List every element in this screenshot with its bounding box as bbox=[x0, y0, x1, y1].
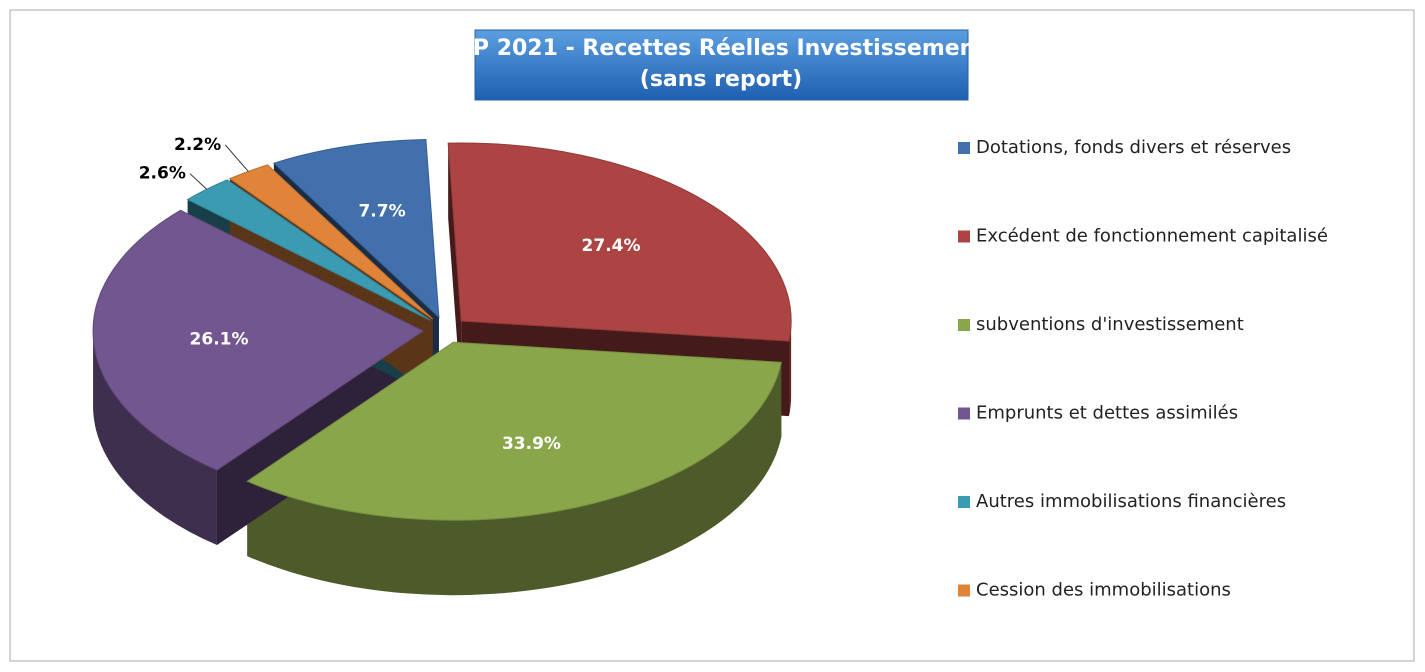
title-box bbox=[474, 29, 969, 101]
slice bbox=[92, 209, 425, 471]
legend-label: subventions d'investissement bbox=[976, 314, 1244, 335]
legend-label: Cession des immobilisations bbox=[976, 580, 1231, 601]
slice-wall bbox=[789, 321, 792, 417]
chart-title: BP 2021 - Recettes Réelles Investissemen… bbox=[456, 36, 986, 61]
legend-swatch bbox=[958, 407, 970, 420]
leader-line bbox=[224, 144, 249, 172]
slice-wall bbox=[247, 362, 782, 596]
legend-swatch bbox=[958, 230, 970, 243]
legend-label: Emprunts et dettes assimilés bbox=[976, 403, 1238, 424]
data-label: 27.4% bbox=[582, 236, 641, 256]
slice-tops bbox=[92, 138, 792, 521]
slice bbox=[272, 138, 440, 319]
legend-swatch bbox=[958, 142, 970, 154]
data-label: 33.9% bbox=[502, 434, 561, 454]
slice-side bbox=[448, 143, 462, 397]
data-label: 2.6% bbox=[139, 164, 186, 184]
slice-wall bbox=[93, 330, 217, 546]
legend-label: Autres immobilisations financières bbox=[976, 491, 1286, 512]
chart-subtitle: (sans report) bbox=[640, 67, 802, 92]
legend-swatch bbox=[958, 584, 970, 597]
data-label: 2.2% bbox=[174, 135, 221, 155]
slice bbox=[447, 142, 792, 342]
slice bbox=[246, 341, 782, 521]
legend-swatch bbox=[958, 496, 970, 508]
data-label: 26.1% bbox=[190, 329, 249, 349]
leader-line bbox=[189, 173, 208, 190]
slice bbox=[186, 179, 431, 321]
legend-swatch bbox=[958, 319, 970, 331]
data-label: 7.7% bbox=[358, 201, 405, 221]
legend-label: Excédent de fonctionnement capitalisé bbox=[976, 226, 1328, 247]
legend-label: Dotations, fonds divers et réserves bbox=[976, 137, 1291, 158]
